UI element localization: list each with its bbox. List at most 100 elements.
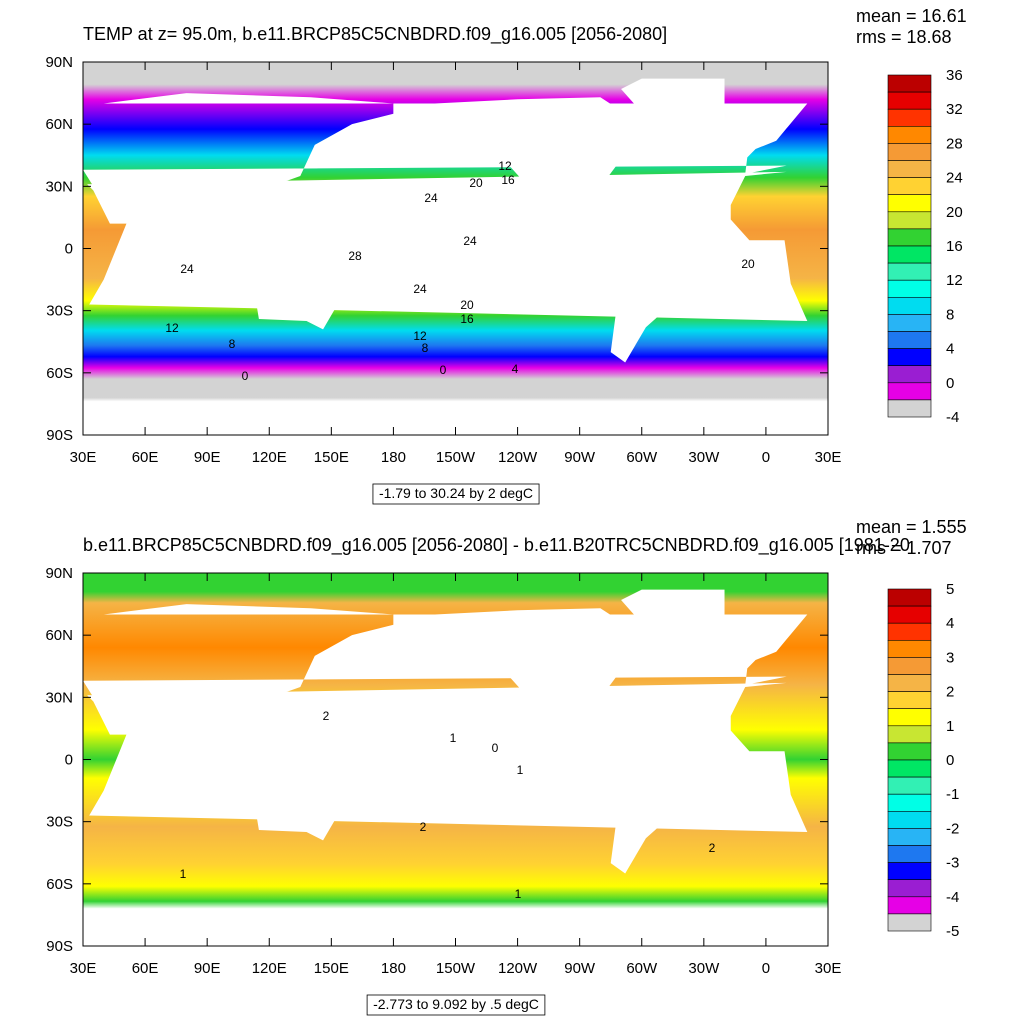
land-mass	[246, 744, 268, 768]
colorbar-box	[887, 828, 932, 846]
colorbar-label: 12	[946, 272, 963, 289]
rms-label: rms = 18.68	[856, 27, 952, 47]
contour-label: 16	[460, 312, 474, 326]
contour-label: 20	[460, 298, 474, 312]
x-tick-label: 150W	[436, 960, 476, 977]
map-panel: 30E 60E 90E 120E 150E 180 150W 120W 90W 60W 30W 0 30…	[0, 6, 1024, 505]
land-mass	[393, 97, 653, 232]
colorbar-box	[887, 605, 932, 624]
land-mass	[991, 234, 1012, 257]
colorbar-box	[887, 913, 932, 932]
x-tick-label: 30W	[688, 449, 720, 466]
x-tick-label: 180	[381, 960, 406, 977]
land-mass	[1000, 782, 1024, 840]
x-tick-label: 30E	[815, 960, 842, 977]
colorbar-box	[887, 382, 932, 401]
land-mass	[1000, 271, 1024, 329]
colorbar-label: 8	[946, 306, 954, 323]
y-tick-label: 30S	[46, 303, 73, 320]
contour-label: 20	[469, 176, 483, 190]
colorbar-box	[887, 160, 932, 178]
colorbar-box	[887, 708, 932, 727]
x-tick-label: 60W	[626, 449, 658, 466]
contour-label: 12	[498, 159, 512, 173]
land-mass	[254, 782, 338, 841]
colorbar-box	[887, 211, 932, 230]
colorbar-box	[887, 262, 932, 281]
y-tick-label: 90S	[46, 427, 73, 444]
contour-label: 8	[229, 337, 236, 351]
colorbar-box	[887, 810, 932, 829]
colorbar-label: 32	[946, 101, 963, 118]
colorbar-label: 1	[946, 718, 954, 735]
colorbar-box	[887, 845, 932, 863]
land-mass	[254, 271, 338, 330]
colorbar-box	[887, 348, 932, 367]
colorbar-box	[887, 725, 932, 744]
land-mass	[393, 608, 653, 743]
land-mass	[0, 93, 62, 238]
colorbar-box	[887, 228, 932, 247]
x-tick-label: 0	[762, 449, 770, 466]
contour-label: 28	[348, 249, 362, 263]
colorbar-label: -4	[946, 409, 959, 426]
x-tick-label: 30E	[70, 449, 97, 466]
y-tick-label: 60N	[45, 627, 73, 644]
colorbar-label: 4	[946, 615, 954, 632]
colorbar-label: 28	[946, 135, 963, 152]
y-tick-label: 60S	[46, 365, 73, 382]
y-tick-label: 90S	[46, 938, 73, 955]
colorbar-label: 16	[946, 238, 963, 255]
colorbar-box	[887, 194, 932, 213]
colorbar-box	[887, 622, 932, 641]
colorbar-label: 20	[946, 204, 963, 221]
colorbar-label: -5	[946, 923, 959, 940]
y-tick-label: 30N	[45, 689, 73, 706]
colorbar-label: -3	[946, 855, 959, 872]
contour-label: 2	[323, 709, 330, 723]
x-tick-label: 90E	[194, 449, 221, 466]
colorbar-box	[887, 143, 932, 161]
contour-label: 1	[515, 887, 522, 901]
colorbar-box	[887, 296, 932, 315]
colorbar-box	[887, 331, 932, 349]
contour-label: 8	[422, 341, 429, 355]
colorbar-label: 0	[946, 375, 954, 392]
land	[0, 78, 1024, 363]
y-tick-label: 60S	[46, 876, 73, 893]
contour-label: 24	[413, 282, 427, 296]
colorbar-box	[887, 793, 932, 812]
colorbar-box	[887, 108, 932, 127]
land-mass	[598, 227, 694, 363]
contour-label: 1	[517, 763, 524, 777]
x-tick-label: 60W	[626, 960, 658, 977]
subtitle: -2.773 to 9.092 by .5 degC	[373, 996, 539, 1012]
x-tick-label: 120E	[252, 449, 287, 466]
land-mass	[246, 233, 268, 257]
land-mass	[621, 78, 725, 125]
colorbar-label: -4	[946, 889, 959, 906]
x-tick-label: 120E	[252, 960, 287, 977]
contour-label: 24	[424, 191, 438, 205]
x-tick-label: 30E	[815, 449, 842, 466]
colorbar-label: 36	[946, 67, 963, 84]
contour-label: 12	[165, 321, 179, 335]
x-tick-label: 30E	[70, 960, 97, 977]
colorbar-box	[887, 588, 932, 607]
colorbar-box	[887, 879, 932, 898]
contour-label: 0	[242, 369, 249, 383]
x-tick-label: 150E	[314, 960, 349, 977]
x-tick-label: 60E	[132, 960, 159, 977]
contour-label: 12	[413, 329, 427, 343]
rms-label: rms = 1.707	[856, 538, 952, 558]
x-tick-label: 150W	[436, 449, 476, 466]
contour-label: 4	[512, 362, 519, 376]
colorbar-box	[887, 776, 932, 795]
contour-label: 0	[492, 741, 499, 755]
colorbar-box	[887, 674, 932, 692]
contour-label: 2	[420, 820, 427, 834]
y-tick-label: 30N	[45, 178, 73, 195]
mean-label: mean = 16.61	[856, 6, 967, 26]
panel-title: TEMP at z= 95.0m, b.e11.BRCP85C5CNBDRD.f…	[83, 24, 667, 45]
